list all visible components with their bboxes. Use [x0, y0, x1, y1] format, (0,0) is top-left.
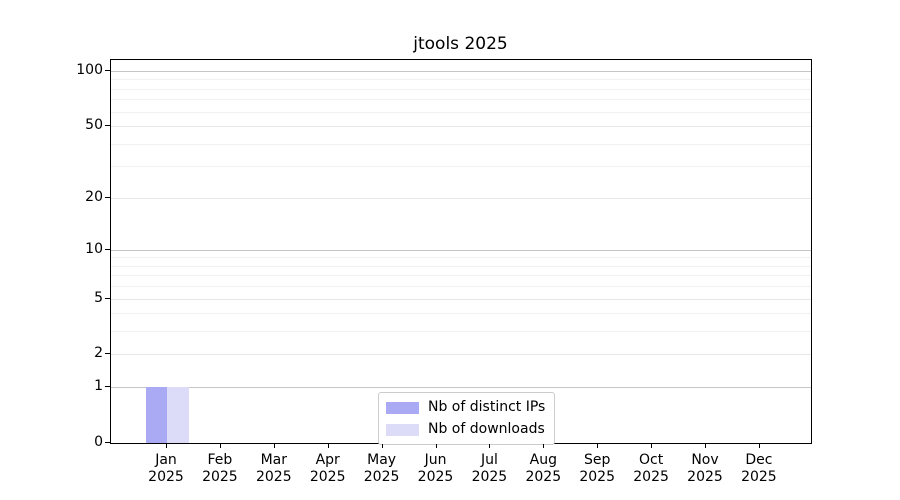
- x-tick-label-jul: Jul 2025: [471, 452, 508, 485]
- x-tick-mark: [327, 444, 329, 448]
- x-tick-label-sep: Sep 2025: [579, 452, 615, 485]
- gridline-major: [111, 298, 811, 300]
- y-tick-label: 10: [85, 240, 103, 257]
- legend: Nb of distinct IPs Nb of downloads: [378, 392, 556, 445]
- gridline-major: [111, 249, 811, 251]
- gridline-minor: [111, 99, 811, 101]
- x-tick-label-aug: Aug 2025: [525, 452, 562, 485]
- y-tick-label: 5: [94, 289, 103, 306]
- x-tick-label-apr: Apr 2025: [309, 452, 346, 485]
- x-tick-mark: [273, 444, 275, 448]
- legend-swatch-nb-of-distinct-ips: [386, 401, 419, 414]
- x-tick-mark: [597, 444, 599, 448]
- gridline-major: [111, 197, 811, 199]
- x-tick-mark: [651, 444, 653, 448]
- y-tick-label: 50: [85, 117, 103, 134]
- gridline-minor: [111, 111, 811, 113]
- legend-swatch-nb-of-downloads: [386, 423, 419, 436]
- x-tick-label-jan: Jan 2025: [148, 452, 184, 485]
- legend-label: Nb of downloads: [428, 421, 545, 437]
- bar-nb-of-downloads-jan: [167, 387, 189, 443]
- x-tick-label-dec: Dec 2025: [741, 452, 777, 485]
- plot-area: Nb of distinct IPs Nb of downloads: [110, 59, 812, 445]
- gridline-minor: [111, 275, 811, 277]
- chart-title: jtools 2025: [413, 34, 508, 54]
- y-tick-mark: [105, 125, 110, 127]
- gridline-minor: [111, 143, 811, 145]
- x-tick-mark: [219, 444, 221, 448]
- x-tick-mark: [543, 444, 545, 448]
- y-tick-mark: [105, 353, 110, 355]
- y-tick-mark: [105, 248, 110, 250]
- legend-row-nb-of-distinct-ips: Nb of distinct IPs: [386, 398, 545, 417]
- gridline-minor: [111, 79, 811, 81]
- x-tick-label-mar: Mar 2025: [255, 452, 292, 485]
- gridline-minor: [111, 88, 811, 90]
- y-tick-label: 1: [94, 378, 103, 395]
- y-tick-label: 0: [94, 434, 103, 450]
- gridline-major: [111, 126, 811, 128]
- x-tick-mark: [705, 444, 706, 448]
- gridline-minor: [111, 331, 811, 333]
- x-tick-mark: [381, 444, 383, 448]
- gridline-major: [111, 387, 811, 389]
- gridline-major: [111, 354, 811, 356]
- gridline-minor: [111, 166, 811, 168]
- y-tick-mark: [105, 386, 110, 388]
- gridline-minor: [111, 313, 811, 315]
- y-tick-mark: [105, 70, 110, 71]
- y-tick-mark: [105, 196, 110, 198]
- x-tick-label-may: May 2025: [363, 452, 400, 485]
- x-tick-label-oct: Oct 2025: [633, 452, 669, 485]
- x-tick-mark: [166, 444, 167, 448]
- y-tick-mark: [105, 297, 110, 299]
- gridline-major: [111, 71, 811, 72]
- x-tick-mark: [435, 444, 437, 448]
- gridline-minor: [111, 286, 811, 288]
- gridline-minor: [111, 265, 811, 267]
- y-tick-label: 2: [94, 345, 103, 362]
- bar-nb-of-distinct-ips-jan: [145, 387, 167, 443]
- x-tick-label-nov: Nov 2025: [687, 452, 723, 485]
- legend-row-nb-of-downloads: Nb of downloads: [386, 420, 545, 439]
- gridline-minor: [111, 257, 811, 259]
- y-tick-mark: [105, 442, 110, 443]
- x-tick-label-feb: Feb 2025: [202, 452, 238, 485]
- x-tick-mark: [489, 444, 491, 448]
- x-tick-mark: [758, 444, 760, 448]
- y-tick-label: 100: [76, 62, 103, 78]
- y-tick-label: 20: [85, 188, 103, 205]
- legend-label: Nb of distinct IPs: [428, 399, 546, 415]
- x-tick-label-jun: Jun 2025: [417, 452, 454, 485]
